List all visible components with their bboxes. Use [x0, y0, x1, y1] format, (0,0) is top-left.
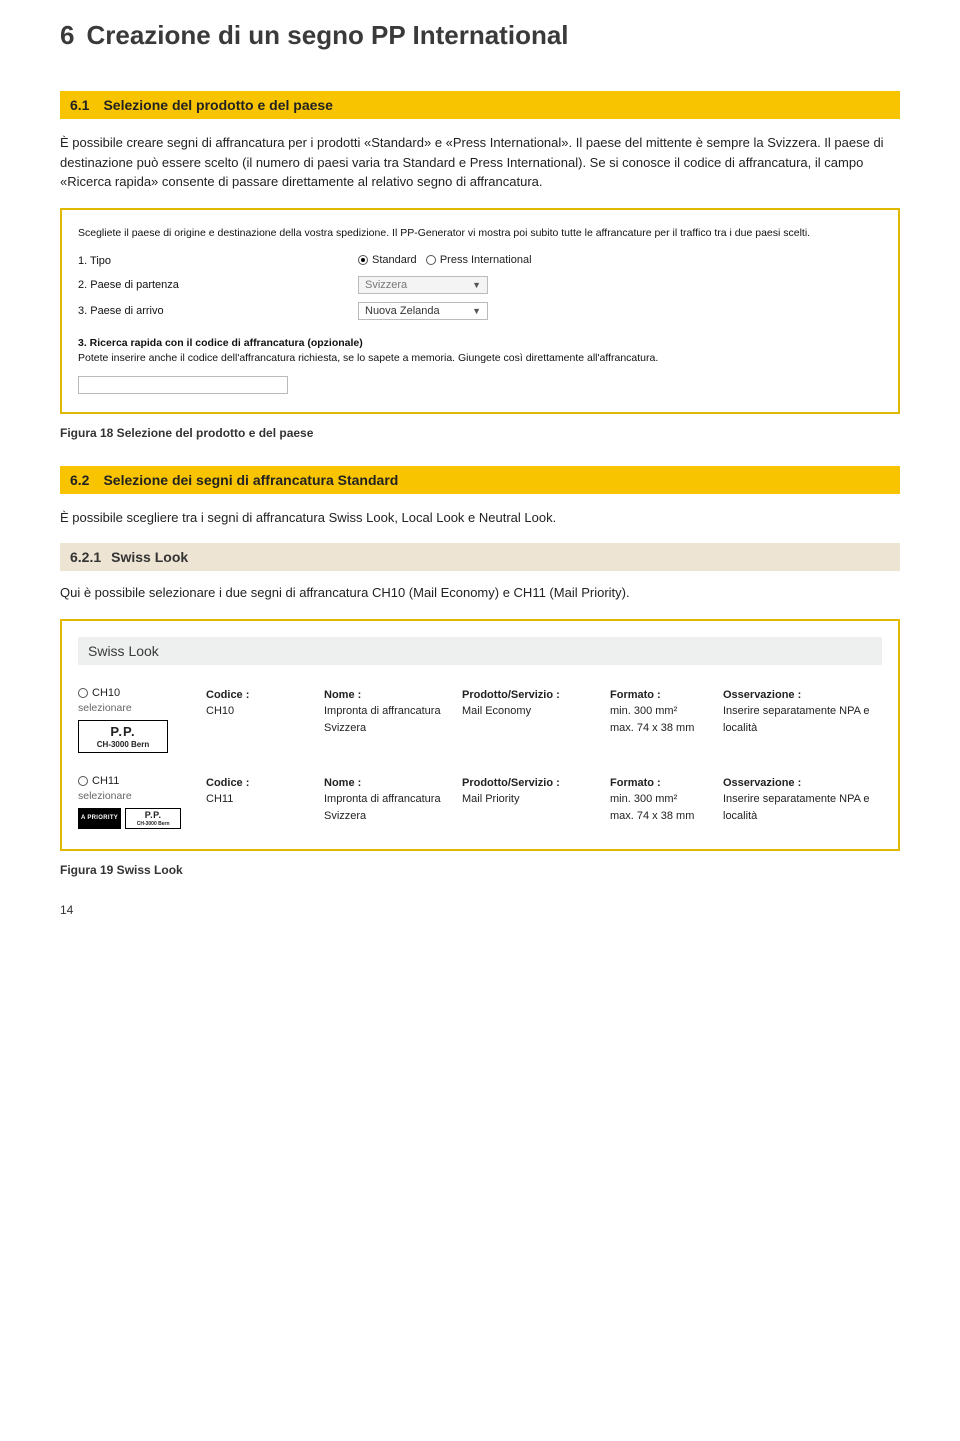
tipo-options: Standard Press International: [358, 254, 532, 268]
form-row-partenza: 2. Paese di partenza Svizzera ▼: [78, 276, 882, 294]
col-nome: Nome : Impronta di affrancatura Svizzera: [324, 775, 444, 825]
ricerca-rapida-section: 3. Ricerca rapida con il codice di affra…: [78, 336, 882, 393]
col-header: Prodotto/Servizio :: [462, 687, 592, 704]
radio-label: CH11: [92, 775, 119, 787]
col-header: Osservazione :: [723, 775, 878, 792]
swisslook-row-ch11: CH11 selezionare A PRIORITY P.P. CH-3000…: [78, 775, 882, 829]
stamp-city: CH-3000 Bern: [81, 740, 165, 749]
form-row-tipo: 1. Tipo Standard Press International: [78, 254, 882, 268]
swisslook-row-ch10: CH10 selezionare P.P. CH-3000 Bern Codic…: [78, 687, 882, 753]
stamp-small: P.P. CH-3000 Bern: [125, 808, 181, 829]
col-header: Osservazione :: [723, 687, 878, 704]
page-number: 14: [60, 903, 900, 917]
col-value: Inserire separatamente NPA e località: [723, 703, 878, 736]
radio-dot-icon: [426, 255, 436, 265]
radio-label: Press International: [440, 254, 532, 266]
radio-dot-icon: [78, 688, 88, 698]
col-value: CH10: [206, 703, 306, 720]
radio-dot-icon: [78, 776, 88, 786]
section-num: 6.2.1: [70, 549, 101, 565]
select-arrivo[interactable]: Nuova Zelanda ▼: [358, 302, 488, 320]
form-row-arrivo: 3. Paese di arrivo Nuova Zelanda ▼: [78, 302, 882, 320]
select-value: Svizzera: [365, 279, 407, 291]
radio-label: CH10: [92, 687, 120, 699]
col-value: Mail Economy: [462, 703, 592, 720]
screenshot-swisslook: Swiss Look CH10 selezionare P.P. CH-3000…: [60, 619, 900, 851]
col-prodotto: Prodotto/Servizio : Mail Priority: [462, 775, 592, 808]
ricerca-rapida-text: Potete inserire anche il codice dell'aff…: [78, 351, 882, 366]
section-6-2-header: 6.2 Selezione dei segni di affrancatura S…: [60, 466, 900, 494]
radio-label: Standard: [372, 254, 417, 266]
radio-sublabel: selezionare: [78, 790, 188, 802]
col-value: Impronta di affrancatura Svizzera: [324, 703, 444, 736]
col-header: Formato :: [610, 775, 705, 792]
col-formato: Formato : min. 300 mm² max. 74 x 38 mm: [610, 775, 705, 825]
radio-standard[interactable]: Standard: [358, 254, 417, 266]
stamp-pp: P.P.: [81, 725, 165, 738]
col-nome: Nome : Impronta di affrancatura Svizzera: [324, 687, 444, 737]
form-intro: Scegliete il paese di origine e destinaz…: [78, 226, 882, 241]
swisslook-title: Swiss Look: [78, 637, 882, 665]
radio-sublabel: selezionare: [78, 702, 188, 714]
heading-number: 6: [60, 20, 74, 50]
radio-col: CH10 selezionare P.P. CH-3000 Bern: [78, 687, 188, 753]
col-prodotto: Prodotto/Servizio : Mail Economy: [462, 687, 592, 720]
col-header: Formato :: [610, 687, 705, 704]
col-header: Codice :: [206, 775, 306, 792]
stamp-pp: P.P.: [127, 811, 179, 820]
col-header: Codice :: [206, 687, 306, 704]
page-heading: 6 Creazione di un segno PP International: [60, 20, 900, 51]
figure-18-caption: Figura 18 Selezione del prodotto e del p…: [60, 426, 900, 440]
label-arrivo: 3. Paese di arrivo: [78, 305, 358, 317]
label-tipo: 1. Tipo: [78, 255, 358, 267]
col-formato: Formato : min. 300 mm² max. 74 x 38 mm: [610, 687, 705, 737]
radio-ch10[interactable]: CH10: [78, 687, 120, 699]
section-num: 6.1: [70, 97, 89, 113]
section-title: Swiss Look: [111, 549, 188, 565]
col-osservazione: Osservazione : Inserire separatamente NP…: [723, 687, 878, 737]
stamp-ch11: A PRIORITY P.P. CH-3000 Bern: [78, 808, 188, 829]
col-header: Prodotto/Servizio :: [462, 775, 592, 792]
section-6-2-1-header: 6.2.1 Swiss Look: [60, 543, 900, 571]
radio-press[interactable]: Press International: [426, 254, 532, 266]
col-value: Impronta di affrancatura Svizzera: [324, 791, 444, 824]
label-partenza: 2. Paese di partenza: [78, 279, 358, 291]
section-title: Selezione dei segni di affrancatura Stan…: [103, 472, 398, 488]
col-value: CH11: [206, 791, 306, 808]
col-value: Mail Priority: [462, 791, 592, 808]
section-num: 6.2: [70, 472, 89, 488]
section-6-2-text: È possibile scegliere tra i segni di aff…: [60, 508, 900, 528]
ricerca-input[interactable]: [78, 376, 288, 394]
col-codice: Codice : CH11: [206, 775, 306, 808]
section-6-1-header: 6.1 Selezione del prodotto e del paese: [60, 91, 900, 119]
col-value: Inserire separatamente NPA e località: [723, 791, 878, 824]
chevron-down-icon: ▼: [472, 280, 481, 290]
chevron-down-icon: ▼: [472, 306, 481, 316]
col-osservazione: Osservazione : Inserire separatamente NP…: [723, 775, 878, 825]
heading-title: Creazione di un segno PP International: [86, 20, 568, 50]
stamp-city: CH-3000 Bern: [127, 821, 179, 827]
radio-col: CH11 selezionare A PRIORITY P.P. CH-3000…: [78, 775, 188, 829]
col-value: min. 300 mm² max. 74 x 38 mm: [610, 791, 705, 824]
figure-19-caption: Figura 19 Swiss Look: [60, 863, 900, 877]
col-header: Nome :: [324, 775, 444, 792]
select-value: Nuova Zelanda: [365, 305, 440, 317]
ricerca-rapida-title: 3. Ricerca rapida con il codice di affra…: [78, 336, 882, 351]
select-partenza[interactable]: Svizzera ▼: [358, 276, 488, 294]
col-header: Nome :: [324, 687, 444, 704]
priority-badge: A PRIORITY: [78, 808, 121, 829]
radio-ch11[interactable]: CH11: [78, 775, 119, 787]
col-value: min. 300 mm² max. 74 x 38 mm: [610, 703, 705, 736]
stamp-ch10: P.P. CH-3000 Bern: [78, 720, 168, 753]
section-title: Selezione del prodotto e del paese: [103, 97, 333, 113]
screenshot-form: Scegliete il paese di origine e destinaz…: [60, 208, 900, 414]
radio-dot-icon: [358, 255, 368, 265]
section-6-1-text: È possibile creare segni di affrancatura…: [60, 133, 900, 192]
section-6-2-1-text: Qui è possibile selezionare i due segni …: [60, 583, 900, 603]
col-codice: Codice : CH10: [206, 687, 306, 720]
